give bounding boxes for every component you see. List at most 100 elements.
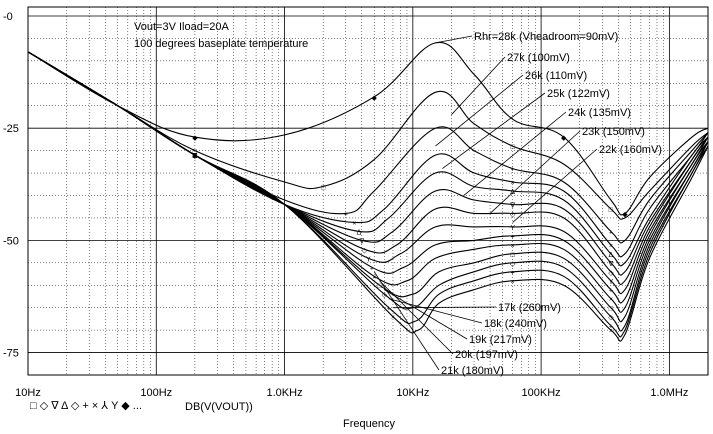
series-marker: Δ [193, 153, 198, 160]
series-label: 27k (100mV) [507, 52, 570, 64]
series-marker: □ [511, 252, 516, 259]
series-marker: + [511, 167, 515, 174]
series-marker: Δ [357, 229, 362, 236]
series-marker: ◇ [382, 292, 388, 299]
series-line [27, 51, 709, 220]
x-axis-label: Frequency [343, 418, 395, 430]
tick-labels: 10Hz 100Hz 1.0KHz 10KHz 100KHz 1.0MHz -0 -25 -50… [3, 11, 688, 399]
series-marker: Y [193, 153, 198, 160]
y-tick-label: -75 [3, 348, 19, 360]
series-marker: ◇ [192, 153, 198, 160]
series-marker: ◇ [362, 247, 368, 254]
label-leader-line [384, 289, 468, 340]
x-tick-label: 1.0MHz [650, 387, 688, 399]
label-leader-line [388, 298, 483, 324]
series-marker: Y [366, 256, 371, 263]
series-marker: + [370, 265, 374, 272]
series-marker: + [609, 324, 613, 331]
label-leader-line [379, 280, 454, 355]
series-marker: × [511, 279, 515, 286]
series-group [27, 41, 709, 342]
label-leader-line [512, 148, 598, 223]
series-marker: ∇ [358, 237, 364, 245]
legend-label: DB(V(VOUT)) [185, 401, 253, 413]
annotation-conditions: Vout=3V Iload=20A [134, 21, 229, 33]
x-tick-label: 100Hz [140, 387, 172, 399]
series-marker: × [609, 297, 613, 304]
series-marker: ◇ [608, 315, 614, 322]
series-marker: ◇ [510, 211, 516, 218]
series-marker: ◇ [192, 153, 198, 160]
label-leader-line [373, 271, 440, 371]
x-tick-label: 10KHz [396, 387, 429, 399]
plot-frame [27, 6, 709, 376]
series-label: 21k (180mV) [441, 365, 504, 377]
series-label: 19k (217mV) [469, 334, 532, 346]
series-marker: ∇ [509, 201, 515, 209]
series-marker: □ [511, 144, 516, 151]
series-line [27, 41, 709, 216]
annotation-temperature: 100 degrees baseplate temperature [134, 38, 308, 50]
series-marker: + [193, 153, 197, 160]
series-marker: □ [193, 149, 198, 156]
series-marker: + [609, 229, 613, 236]
series-marker: × [193, 153, 197, 160]
series-label: Rhr=28k (Vheadroom=90mV) [474, 31, 618, 43]
series-marker: × [372, 274, 376, 281]
label-leader-line [442, 92, 546, 169]
series-marker: Δ [609, 252, 614, 259]
series-marker: × [511, 243, 515, 250]
series-label: 22k (160mV) [599, 144, 662, 156]
legend-marker-glyphs: □ ◇ ∇ Δ ◇ + × ⅄ Y ◆ ... [30, 400, 142, 412]
series-marker: × [193, 153, 197, 160]
series-marker: ◆ [561, 135, 567, 142]
series-marker: + [511, 270, 515, 277]
series-marker: × [193, 153, 197, 160]
series-marker: + [193, 153, 197, 160]
series-marker: + [344, 211, 348, 218]
label-leaders [373, 35, 598, 371]
series-marker: ∇ [192, 152, 198, 160]
series-marker: □ [609, 207, 614, 214]
y-tick-label: -25 [3, 123, 19, 135]
series-marker: ◆ [372, 95, 378, 102]
label-leader-line [489, 130, 581, 214]
label-leader-line [435, 74, 524, 147]
label-leader-line [463, 111, 567, 196]
series-label: 25k (122mV) [547, 88, 610, 100]
series-marker: □ [321, 185, 326, 192]
series-label: 18k (240mV) [484, 318, 547, 330]
x-tick-label: 1.0KHz [267, 387, 303, 399]
label-leader-line [435, 35, 473, 44]
series-marker: + [511, 234, 515, 241]
y-tick-label: -50 [3, 235, 19, 247]
series-marker: □ [609, 306, 614, 313]
series-marker: + [193, 153, 197, 160]
series-label: 26k (110mV) [525, 70, 587, 82]
series-marker: × [609, 243, 613, 250]
series-labels: Rhr=28k (Vheadroom=90mV) 27k (100mV) 26k (… [441, 31, 662, 377]
series-marker: Y [510, 225, 515, 232]
series-marker: Y [609, 279, 614, 286]
label-leader-line [451, 56, 506, 115]
x-tick-label: 10Hz [15, 387, 41, 399]
label-leader-line [392, 306, 497, 309]
x-tick-label: 100KHz [522, 387, 561, 399]
series-marker: □ [377, 283, 382, 290]
series-label: 23k (150mV) [582, 126, 645, 138]
series-marker: × [391, 315, 395, 322]
series-marker: ∇ [608, 260, 614, 268]
series-marker: × [511, 180, 515, 187]
series-label: 20k (197mV) [455, 349, 518, 361]
series-marker: ◇ [608, 270, 614, 277]
series-marker: ◇ [510, 261, 516, 268]
series-marker: × [352, 220, 356, 227]
series-marker: + [387, 306, 391, 313]
series-marker: + [609, 288, 613, 295]
series-line [27, 51, 709, 342]
series-marker: ◆ [192, 135, 198, 142]
series-label: 24k (135mV) [568, 107, 631, 119]
series-marker: × [609, 328, 613, 335]
